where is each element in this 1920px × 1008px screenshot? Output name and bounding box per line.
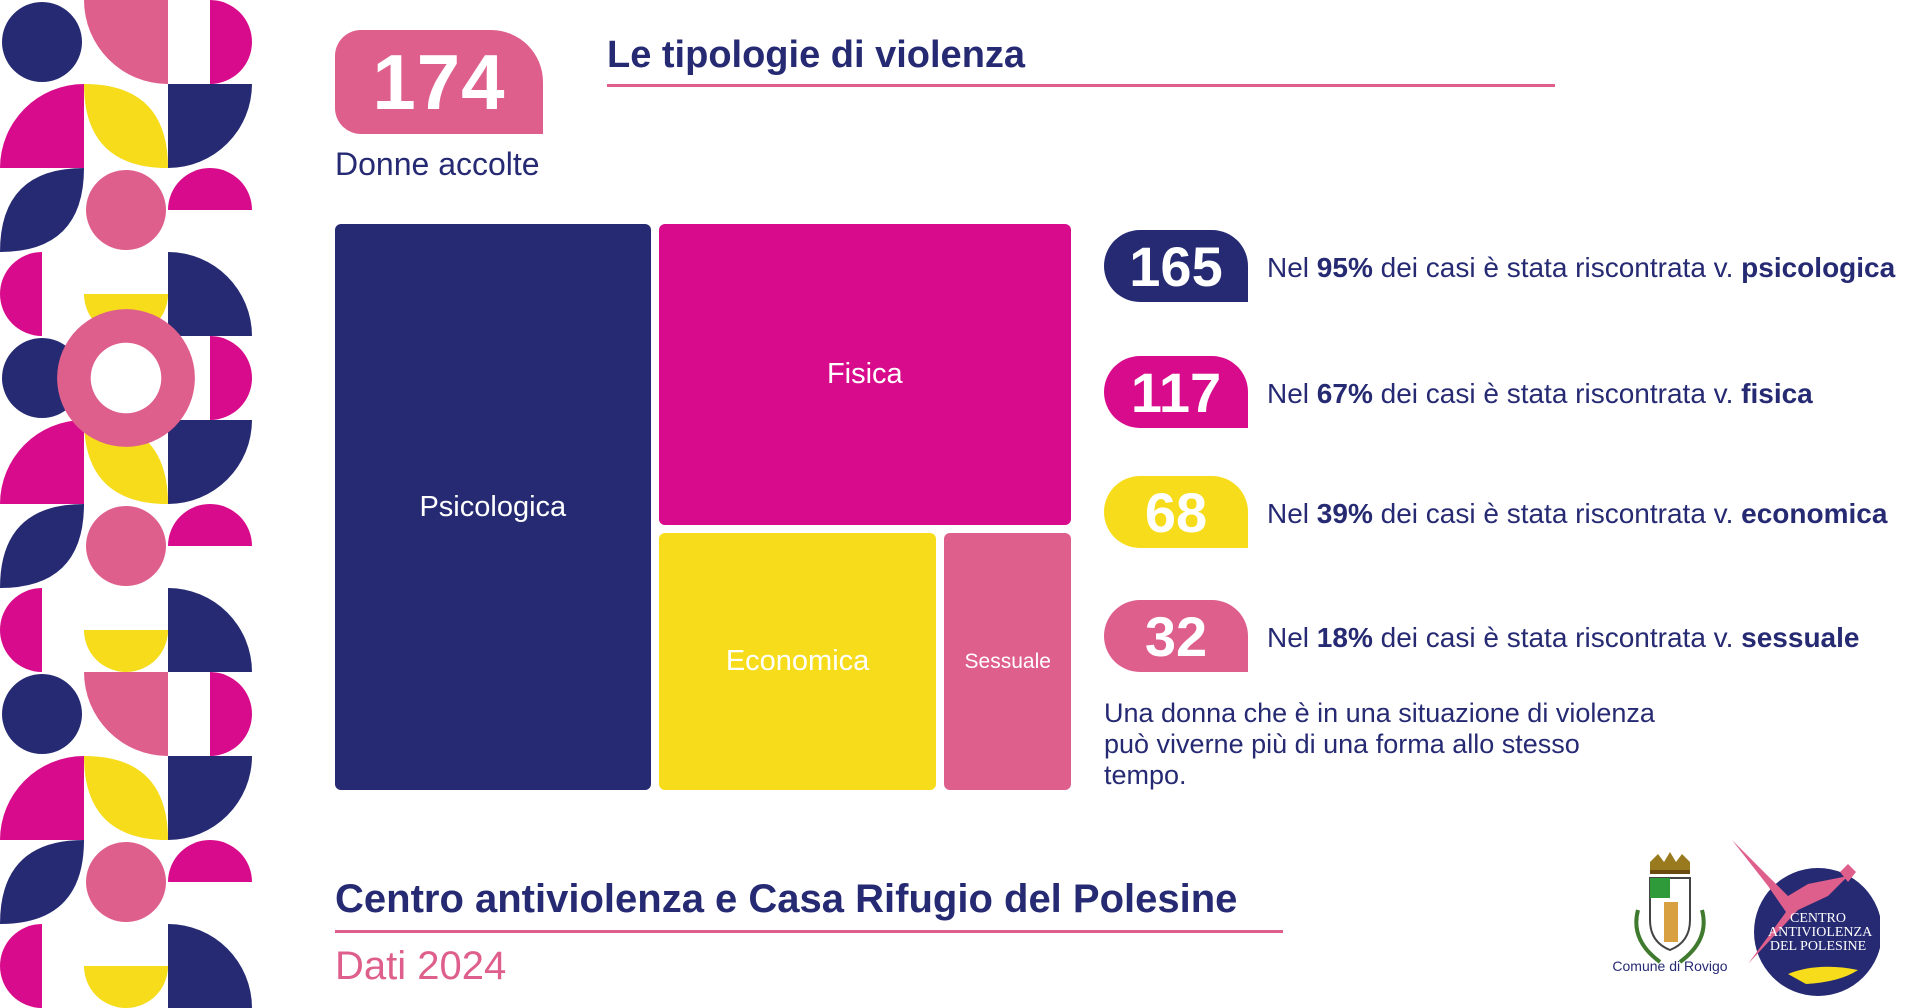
- footer-divider: [335, 930, 1283, 933]
- comune-rovigo-label: Comune di Rovigo: [1612, 958, 1728, 974]
- organization-title: Centro antiviolenza e Casa Rifugio del P…: [335, 877, 1238, 921]
- stat-value: 117: [1130, 360, 1222, 424]
- centro-antiviolenza-label: CENTRO ANTIVIOLENZA DEL POLESINE: [1768, 911, 1873, 954]
- comune-rovigo-crest-icon: [1634, 852, 1706, 964]
- stat-badge: 68: [1104, 476, 1248, 548]
- stat-type: fisica: [1741, 378, 1813, 409]
- stat-text: Nel 67% dei casi è stata riscontrata v. …: [1267, 378, 1813, 409]
- treemap-label: Economica: [725, 645, 870, 678]
- stat-badge: 165: [1104, 230, 1248, 302]
- total-women-label: Donne accolte: [335, 146, 540, 182]
- stat-value: 165: [1129, 234, 1223, 298]
- geometric-pattern-graphic: [0, 0, 252, 1008]
- stat-text: Nel 18% dei casi è stata riscontrata v. …: [1267, 622, 1860, 653]
- title-divider: [607, 84, 1555, 87]
- total-women-value: 174: [372, 37, 506, 126]
- explanatory-note: Una donna che è in una situazione di vio…: [1104, 698, 1655, 790]
- stat-value: 68: [1144, 480, 1208, 544]
- violence-treemap: Psicologica Fisica Economica Sessuale: [335, 224, 1075, 790]
- centro-antiviolenza-logo-icon: [1732, 840, 1880, 996]
- treemap-tile-sessuale: Sessuale: [944, 533, 1071, 790]
- stat-percent: 67%: [1316, 378, 1373, 409]
- treemap-label: Psicologica: [419, 490, 567, 523]
- total-women-badge: 174: [335, 30, 543, 134]
- treemap-tile-psicologica: Psicologica: [335, 224, 651, 790]
- stat-type: economica: [1741, 498, 1888, 529]
- stat-type: sessuale: [1741, 622, 1860, 653]
- stat-text: Nel 95% dei casi è stata riscontrata v. …: [1267, 252, 1896, 283]
- stat-percent: 39%: [1316, 498, 1373, 529]
- treemap-label: Sessuale: [964, 649, 1051, 673]
- stat-value: 32: [1144, 604, 1208, 668]
- stat-badge: 117: [1104, 356, 1248, 428]
- treemap-label: Fisica: [826, 358, 903, 391]
- stat-type: psicologica: [1741, 252, 1896, 283]
- stat-percent: 95%: [1316, 252, 1373, 283]
- decorative-pattern: [0, 0, 256, 1008]
- treemap-tile-fisica: Fisica: [658, 224, 1071, 526]
- data-year: Dati 2024: [335, 944, 507, 988]
- stat-text: Nel 39% dei casi è stata riscontrata v. …: [1267, 498, 1888, 529]
- stat-percent: 18%: [1316, 622, 1373, 653]
- treemap-tile-economica: Economica: [658, 533, 937, 790]
- page-title: Le tipologie di violenza: [607, 34, 1026, 76]
- stat-badge: 32: [1104, 600, 1248, 672]
